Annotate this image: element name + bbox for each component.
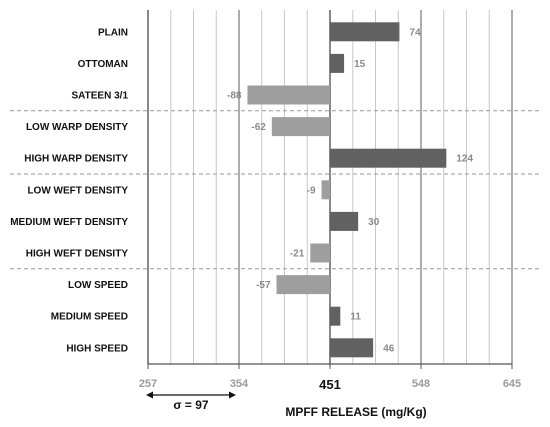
category-label: HIGH WARP DENSITY xyxy=(24,154,128,165)
value-label: 15 xyxy=(354,59,366,70)
value-label: -62 xyxy=(251,122,266,133)
value-label: 74 xyxy=(409,27,421,38)
value-label: 46 xyxy=(383,343,395,354)
bar xyxy=(330,22,400,42)
value-label: 30 xyxy=(368,217,380,228)
value-label: 11 xyxy=(350,312,361,323)
sigma-label: σ = 97 xyxy=(173,398,209,412)
x-tick-label: 645 xyxy=(503,378,521,390)
sigma-annotation: σ = 97 xyxy=(146,391,236,412)
bar xyxy=(271,117,330,137)
category-label: OTTOMAN xyxy=(78,59,128,70)
sigma-arrow-right-head xyxy=(229,391,236,399)
x-tick-label: 257 xyxy=(139,378,157,390)
value-label: -88 xyxy=(227,91,242,102)
value-label: -57 xyxy=(256,280,271,291)
category-label: SATEEN 3/1 xyxy=(72,91,129,102)
category-label: LOW WEFT DENSITY xyxy=(27,185,128,196)
x-tick-label: 548 xyxy=(412,378,430,390)
bar xyxy=(330,211,359,231)
x-tick-label: 451 xyxy=(319,377,341,392)
group-separators xyxy=(10,110,540,270)
category-label: PLAIN xyxy=(98,27,128,38)
value-label: -9 xyxy=(307,185,316,196)
bar xyxy=(330,53,345,73)
value-labels: 74 15 -88 -62 124 -9 30 -21 -57 11 46 xyxy=(227,27,473,354)
bar xyxy=(330,338,374,358)
bar xyxy=(310,243,330,263)
bar xyxy=(330,148,447,168)
x-tick-labels: 257 354 451 548 645 xyxy=(139,364,521,392)
bars xyxy=(247,22,447,358)
bar xyxy=(247,85,330,105)
category-labels: PLAIN OTTOMAN SATEEN 3/1 LOW WARP DENSITY HI… xyxy=(10,27,128,354)
category-label: MEDIUM SPEED xyxy=(51,312,128,323)
bar xyxy=(276,275,330,295)
value-label: 124 xyxy=(456,154,473,165)
bar xyxy=(321,180,330,200)
x-tick-label: 354 xyxy=(230,378,249,390)
value-label: -21 xyxy=(290,249,305,260)
sigma-arrow-left-head xyxy=(146,391,153,399)
category-label: HIGH WEFT DENSITY xyxy=(26,249,129,260)
category-label: LOW SPEED xyxy=(68,280,128,291)
bar xyxy=(330,306,341,326)
category-label: MEDIUM WEFT DENSITY xyxy=(10,217,128,228)
x-axis-label: MPFF RELEASE (mg/Kg) xyxy=(285,405,426,419)
category-label: LOW WARP DENSITY xyxy=(26,122,128,133)
category-label: HIGH SPEED xyxy=(66,343,128,354)
